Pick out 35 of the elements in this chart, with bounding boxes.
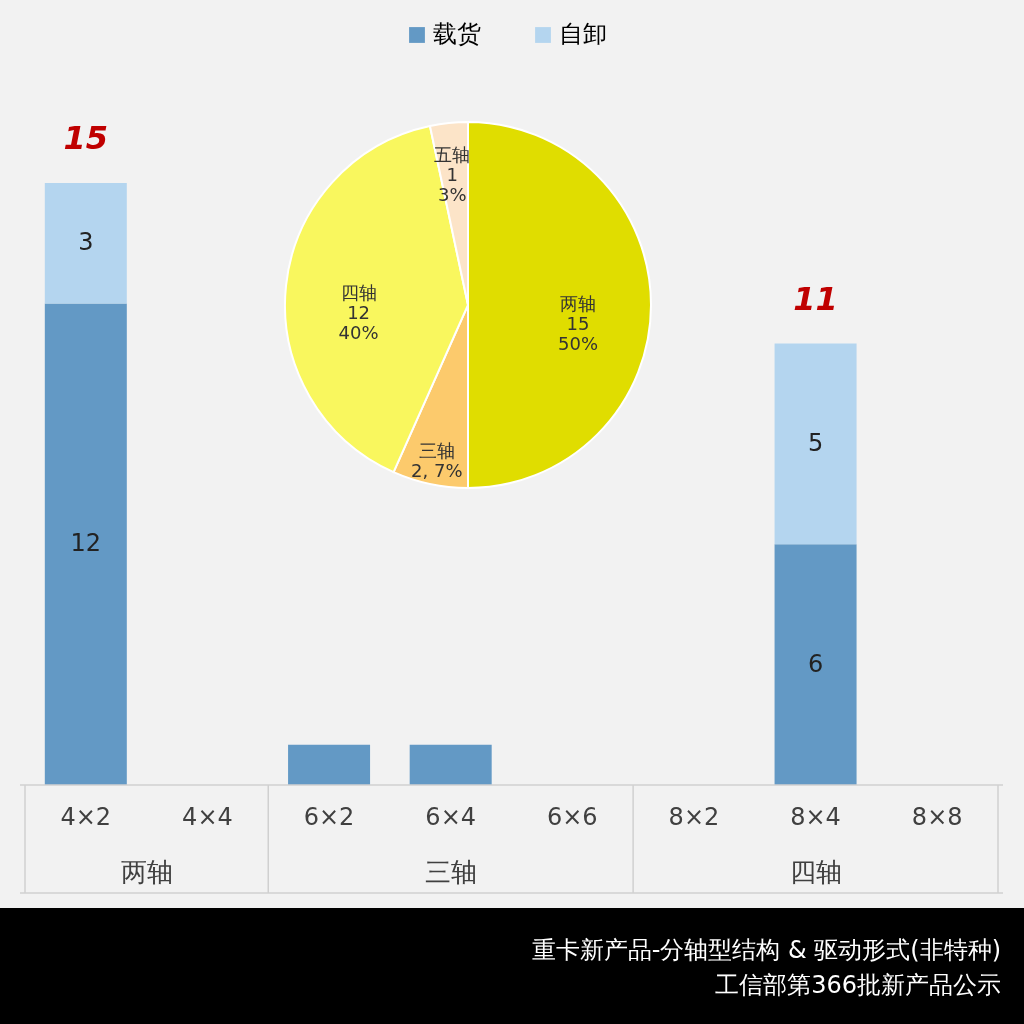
bar	[774, 544, 857, 785]
data-label: 3	[78, 228, 94, 257]
x-tick-label: 8×4	[790, 803, 841, 831]
text: 三轴	[424, 857, 477, 887]
bar	[44, 183, 127, 304]
data-label: 12	[70, 529, 102, 558]
bar	[288, 744, 371, 785]
data-label: 15 50%	[557, 313, 599, 354]
x-tick-label: 8×8	[911, 803, 963, 831]
x-tick-label: 6×2	[303, 803, 355, 831]
legend-label: 载货	[433, 20, 481, 48]
legend-label: 自卸	[559, 20, 607, 48]
bar	[44, 303, 127, 785]
slice-label: 四轴	[340, 281, 377, 303]
x-tick-label: 8×2	[668, 803, 720, 831]
data-label: 5	[807, 428, 824, 457]
slice-label: 三轴	[418, 439, 455, 461]
text: 四轴	[789, 857, 842, 887]
slice-label: 五轴	[434, 143, 471, 165]
slice-label: 两轴	[560, 293, 596, 314]
data-label: 1 3%	[438, 163, 467, 205]
total-label: 15	[63, 119, 109, 157]
bar	[774, 343, 857, 545]
text: 两轴	[120, 857, 173, 887]
bar	[409, 744, 492, 785]
data-label: 6	[807, 649, 824, 678]
text: 重卡新产品-分轴型结构 & 驱动形式(非特种)	[531, 936, 1001, 964]
x-tick-label: 6×6	[546, 803, 598, 831]
text: 工信部第366批新产品公示	[715, 971, 1001, 999]
x-tick-label: 6×4	[425, 803, 477, 831]
x-tick-label: 4×2	[60, 803, 112, 831]
data-label: 12 40%	[338, 301, 379, 343]
x-tick-label: 4×4	[182, 803, 233, 831]
total-label: 11	[793, 279, 838, 318]
data-label: 2, 7%	[411, 459, 463, 481]
